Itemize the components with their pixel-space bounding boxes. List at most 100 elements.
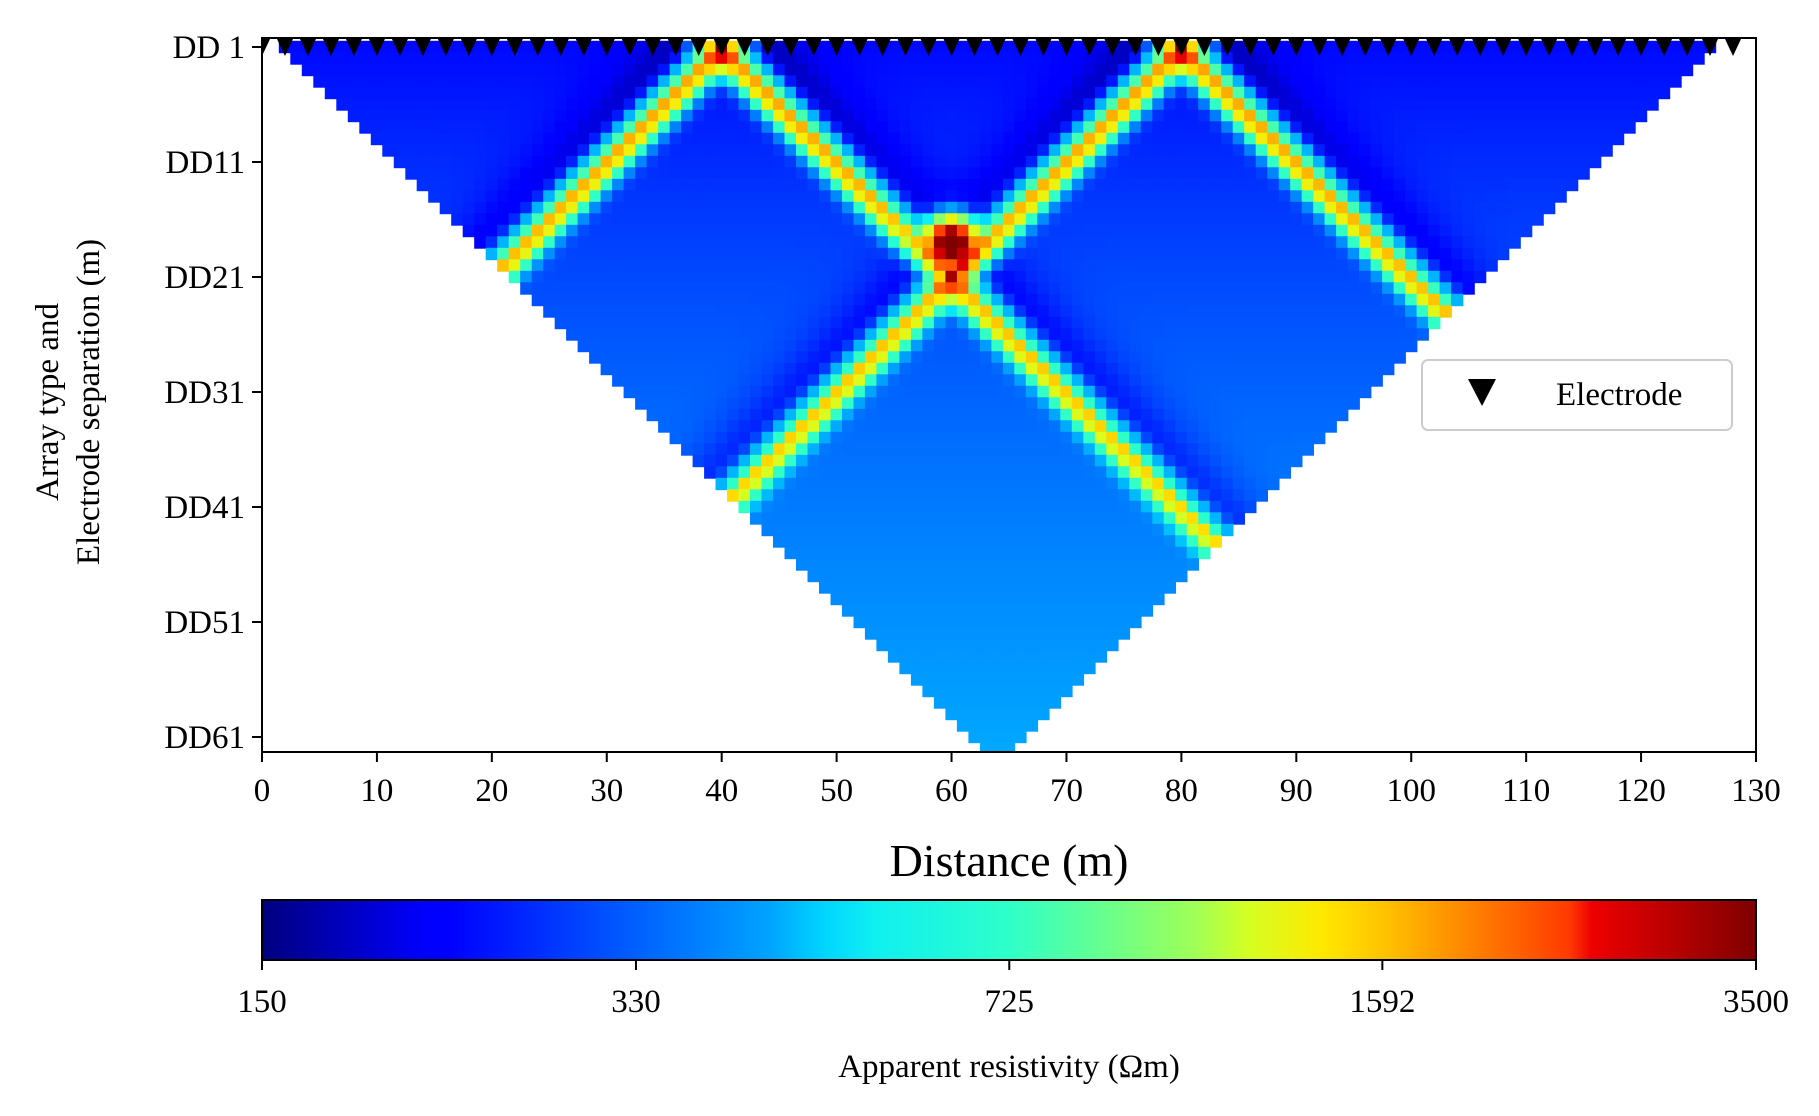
heatmap-cell [1175,270,1188,284]
heatmap-cell [1209,236,1222,249]
heatmap-cell [1083,144,1096,157]
heatmap-cell [1037,121,1050,134]
heatmap-cell [1106,454,1119,468]
heatmap-cell [554,132,567,146]
heatmap-cell [359,52,372,65]
heatmap-cell [704,201,717,215]
heatmap-cell [1014,477,1027,491]
heatmap-cell [761,282,774,295]
heatmap-cell [1209,178,1222,192]
heatmap-cell [1025,638,1039,652]
heatmap-cell [922,339,935,353]
heatmap-cell [681,374,694,387]
heatmap-cell [635,305,648,318]
heatmap-cell [1255,374,1268,387]
heatmap-cell [1037,615,1050,629]
heatmap-cell [1094,592,1108,606]
heatmap-cell [979,615,993,629]
heatmap-cell [819,569,832,583]
heatmap-cell [945,316,958,330]
heatmap-cell [1370,132,1383,146]
heatmap-cell [1060,132,1073,146]
heatmap-cell [681,201,694,215]
heatmap-cell [807,500,820,514]
heatmap-cell [1347,236,1360,249]
heatmap-cell [1140,167,1154,180]
heatmap-cell [704,351,717,364]
heatmap-cell [704,144,717,157]
heatmap-cell [910,201,924,215]
heatmap-cell [1037,546,1050,560]
heatmap-cell [727,109,740,123]
heatmap-cell [876,236,889,249]
heatmap-cell [956,627,970,640]
heatmap-cell [1037,224,1050,238]
heatmap-cell [876,167,889,180]
heatmap-cell [658,247,671,261]
heatmap-cell [416,167,429,180]
heatmap-cell [589,293,602,307]
heatmap-cell [1566,98,1579,111]
heatmap-cell [876,592,889,606]
heatmap-cell [1393,109,1406,123]
electrode-marker [506,39,523,56]
heatmap-cell [1140,523,1154,537]
heatmap-cell [887,155,901,169]
heatmap-cell [887,581,901,594]
heatmap-cell [1221,523,1234,537]
heatmap-cell [773,385,786,399]
heatmap-cell [899,121,912,134]
heatmap-cell [1359,374,1372,387]
heatmap-cell [1462,178,1475,192]
heatmap-cell [1531,52,1544,65]
heatmap-cell [658,213,671,226]
heatmap-cell [819,546,832,560]
heatmap-cell [1071,144,1085,157]
heatmap-cell [922,385,935,399]
heatmap-cell [1428,167,1441,180]
heatmap-cell [1037,270,1050,284]
heatmap-cell [1198,535,1211,548]
heatmap-cell [485,75,498,88]
heatmap-cell [1474,144,1487,157]
heatmap-cell [1152,109,1165,123]
heatmap-cell [370,63,384,77]
y-tick-label: DD31 [164,375,245,411]
heatmap-cell [968,431,981,445]
heatmap-cell [1025,86,1039,100]
heatmap-cell [887,420,901,433]
heatmap-cell [1554,40,1567,54]
heatmap-cell [1175,351,1188,364]
heatmap-cell [554,144,567,157]
heatmap-cell [819,489,832,502]
heatmap-cell [784,190,797,203]
heatmap-cell [1083,247,1096,261]
heatmap-cell [1152,155,1165,169]
heatmap-cell [1014,236,1027,249]
heatmap-cell [979,466,993,479]
heatmap-cell [1290,351,1303,364]
heatmap-cell [1186,144,1199,157]
heatmap-cell [1106,615,1119,629]
electrode-marker [713,39,730,56]
heatmap-cell [1037,305,1050,318]
heatmap-cell [1186,328,1199,341]
heatmap-cell [1278,132,1291,146]
heatmap-cell [1094,523,1108,537]
heatmap-cell [1094,374,1108,387]
heatmap-cell [1370,362,1383,376]
heatmap-cell [715,305,728,318]
heatmap-cell [1071,213,1085,226]
heatmap-cell [807,420,820,433]
heatmap-cell [715,201,728,215]
heatmap-cell [1370,224,1383,238]
electrode-marker [460,39,477,56]
heatmap-cell [933,374,947,387]
heatmap-cell [796,397,809,410]
heatmap-cell [910,592,924,606]
heatmap-cell [842,201,855,215]
heatmap-cell [1382,144,1395,157]
heatmap-cell [1290,454,1303,468]
heatmap-cell [1634,63,1648,77]
heatmap-cell [1117,201,1131,215]
